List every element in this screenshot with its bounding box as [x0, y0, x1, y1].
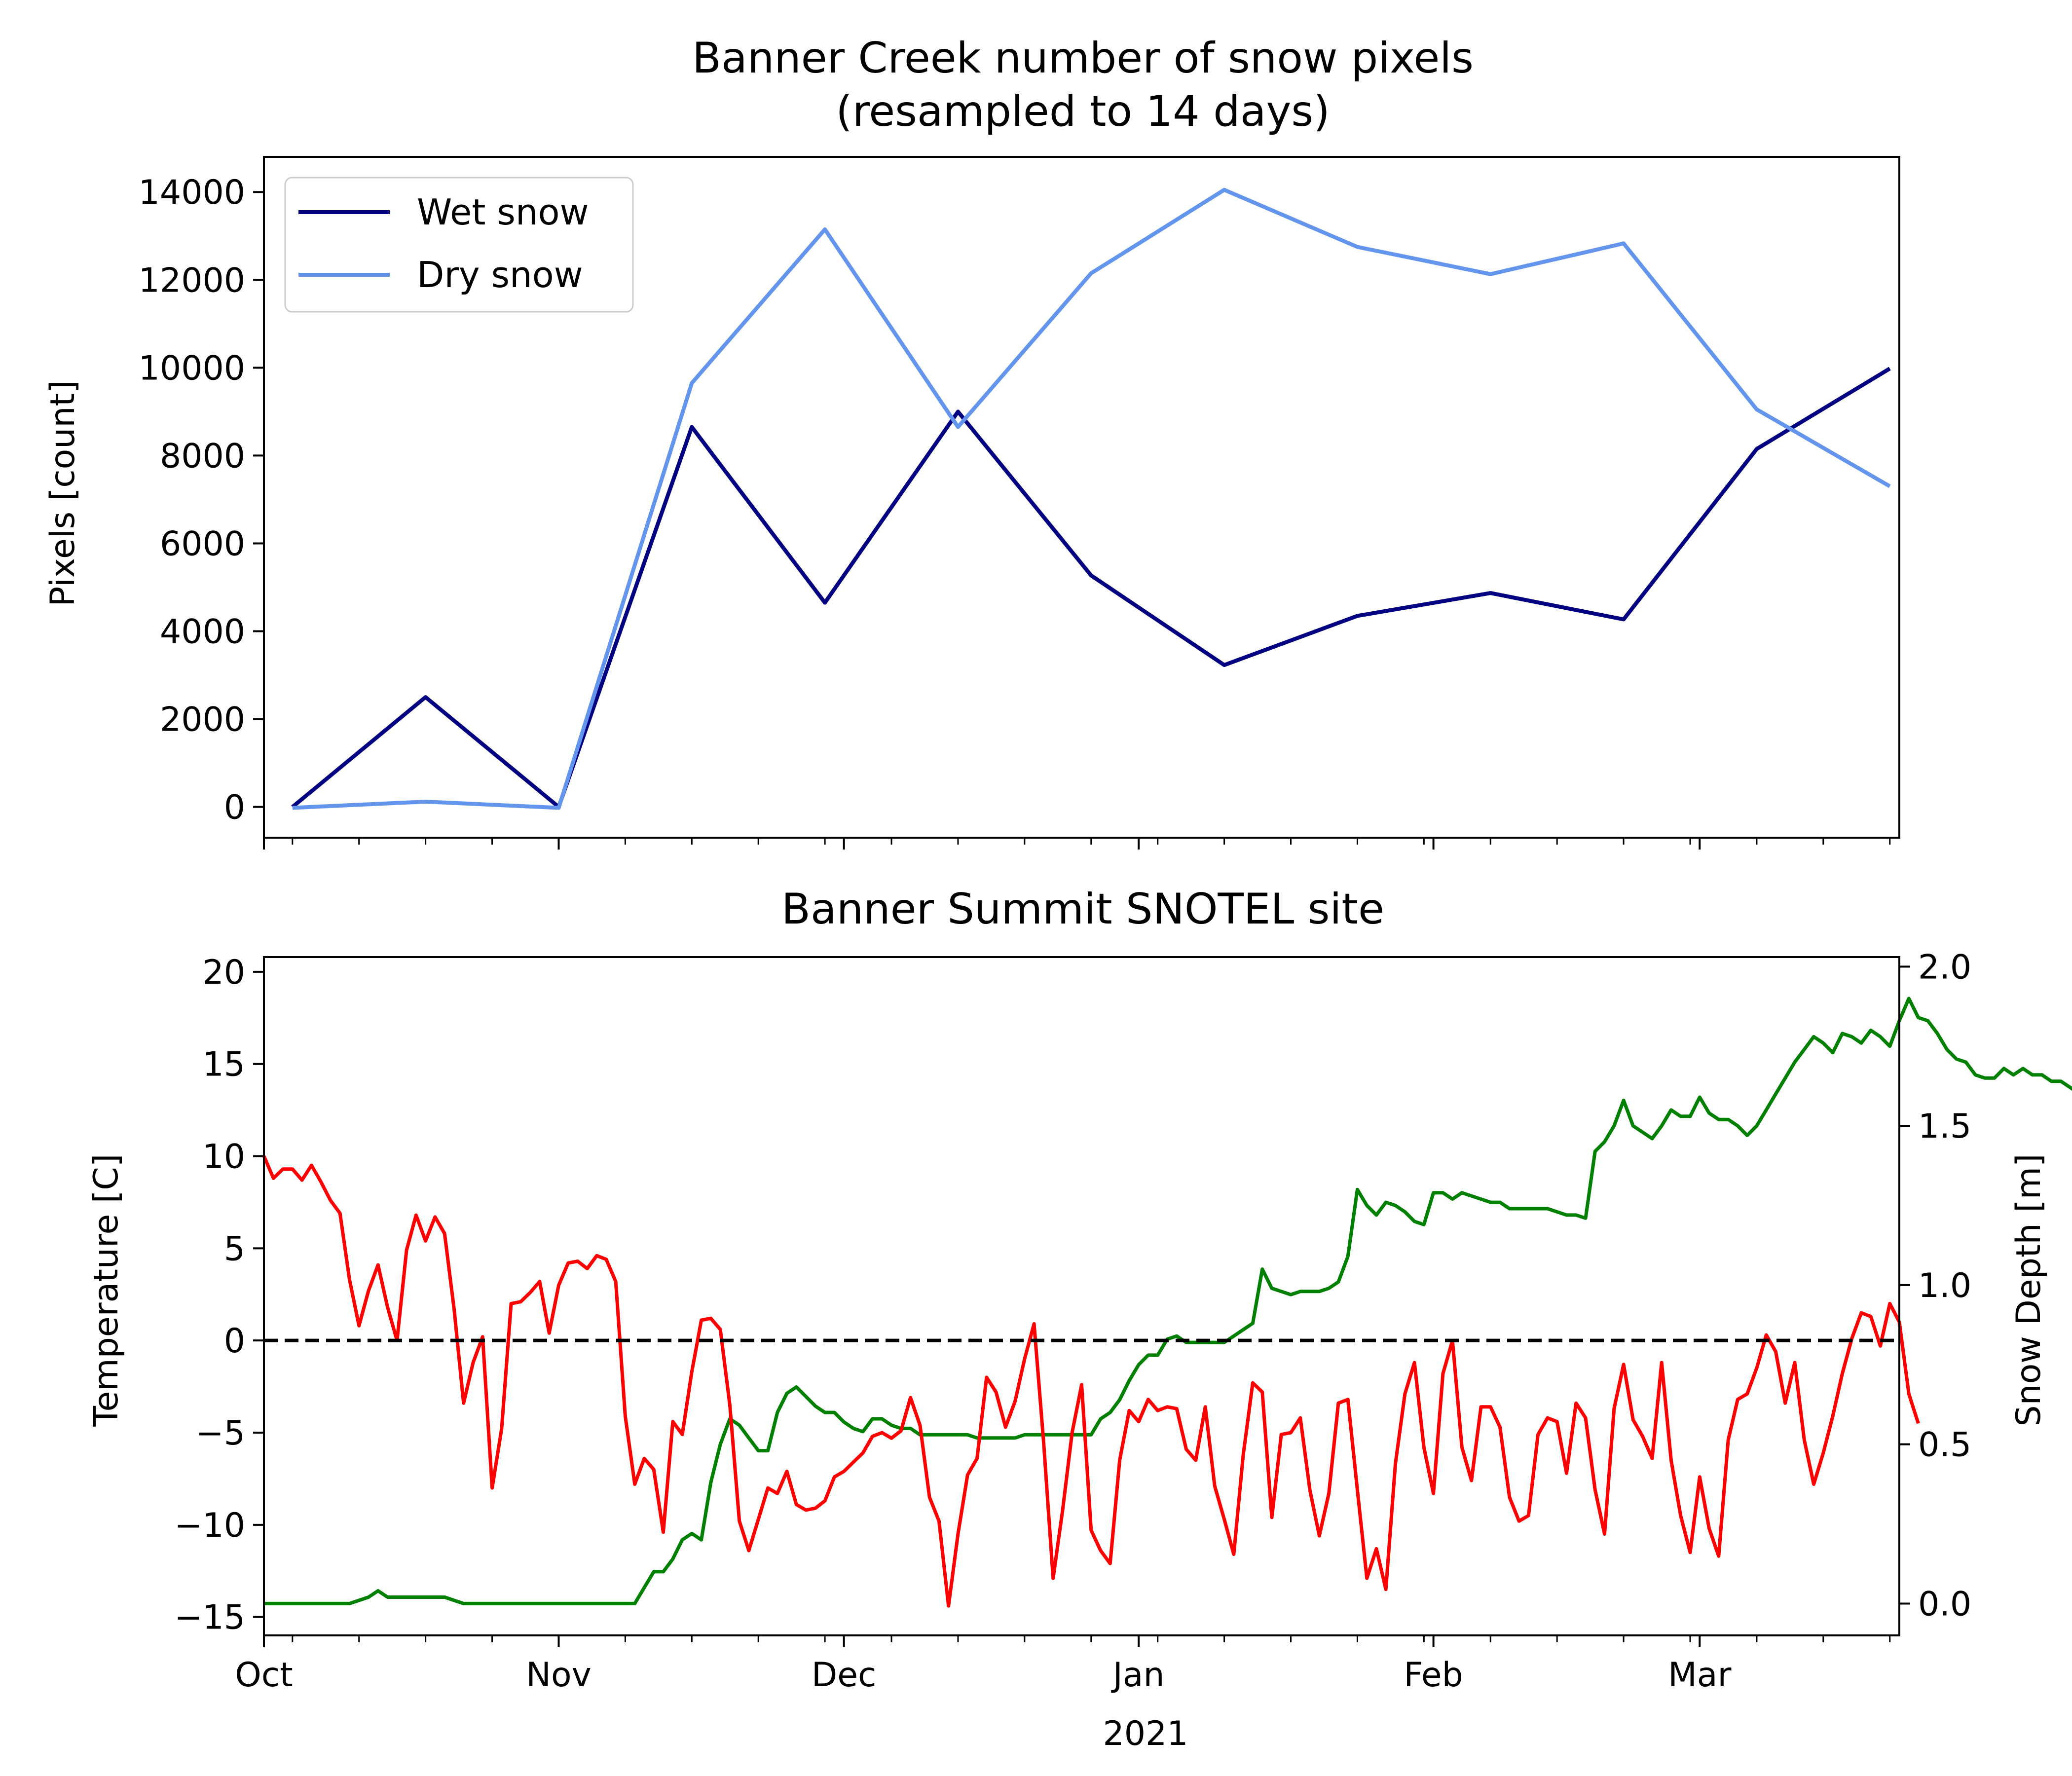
y-tick-label: 14000	[139, 173, 245, 212]
chart-bottom-ylabel-snow-depth: Snow Depth [m]	[2009, 1153, 2048, 1426]
x-tick-label: Dec	[812, 1656, 877, 1695]
chart-top-y-axis: 0 2000 4000 6000 8000 10000 12000 14000	[139, 173, 264, 827]
y-tick-label: −10	[174, 1506, 245, 1545]
chart-bottom-ylabel-temperature: Temperature [C]	[87, 1154, 126, 1427]
chart-bottom: Banner Summit SNOTEL site Temperature [C…	[87, 885, 2072, 1753]
y-tick-label: 15	[202, 1045, 245, 1084]
chart-bottom-frame	[263, 956, 1900, 1636]
y-tick-label: 20	[202, 953, 245, 992]
y-tick-label: 10000	[139, 349, 245, 388]
chart-bottom-y-axis-left: −15 −10 −5 0 5 10 15 20	[174, 953, 264, 1637]
chart-top-subtitle: (resampled to 14 days)	[836, 87, 1330, 136]
y2-tick-label: 1.0	[1918, 1266, 1971, 1305]
y-tick-label: −15	[174, 1598, 245, 1637]
x-tick-label: Mar	[1668, 1656, 1731, 1695]
chart-top-title: Banner Creek number of snow pixels	[692, 34, 1474, 83]
y2-tick-label: 0.5	[1918, 1426, 1971, 1465]
y2-tick-label: 1.5	[1918, 1107, 1971, 1146]
chart-top-frame	[263, 156, 1900, 839]
x-tick-label: Jan	[1111, 1656, 1165, 1695]
chart-bottom-y-axis-right: 0.0 0.5 1.0 1.5 2.0	[1899, 948, 1971, 1624]
line-snow-depth	[264, 997, 2072, 1605]
y-tick-label: 12000	[139, 261, 245, 300]
legend-label-wet-snow: Wet snow	[417, 191, 589, 233]
chart-bottom-title: Banner Summit SNOTEL site	[781, 885, 1384, 934]
legend-label-dry-snow: Dry snow	[417, 254, 583, 296]
x-year-label: 2021	[1103, 1714, 1188, 1753]
y-tick-label: 0	[224, 1322, 245, 1361]
line-dry-snow	[292, 187, 1891, 810]
line-wet-snow	[291, 367, 1891, 809]
y2-tick-label: 2.0	[1918, 948, 1971, 987]
chart-top-plot-area	[291, 187, 1891, 810]
y-tick-label: 4000	[160, 613, 245, 652]
y2-tick-label: 0.0	[1918, 1585, 1971, 1624]
x-tick-label: Feb	[1404, 1656, 1463, 1695]
y-tick-label: 10	[202, 1138, 245, 1177]
chart-top-ylabel: Pixels [count]	[43, 380, 82, 606]
y-tick-label: −5	[196, 1414, 245, 1453]
y-tick-label: 5	[224, 1229, 245, 1268]
y-tick-label: 6000	[160, 524, 245, 563]
line-temperature	[262, 1155, 1920, 1608]
y-tick-label: 0	[224, 788, 245, 827]
chart-bottom-plot-area	[262, 997, 2072, 1608]
chart-top: Banner Creek number of snow pixels (resa…	[43, 34, 1900, 850]
chart-top-legend: Wet snow Dry snow	[284, 177, 634, 313]
y-tick-label: 8000	[160, 437, 245, 476]
chart-top-x-axis	[263, 838, 1891, 850]
chart-bottom-x-axis: Oct Nov Dec Jan Feb Mar	[235, 1635, 1891, 1695]
x-tick-label: Nov	[526, 1656, 592, 1695]
x-tick-label: Oct	[235, 1656, 293, 1695]
y-tick-label: 2000	[160, 701, 245, 740]
